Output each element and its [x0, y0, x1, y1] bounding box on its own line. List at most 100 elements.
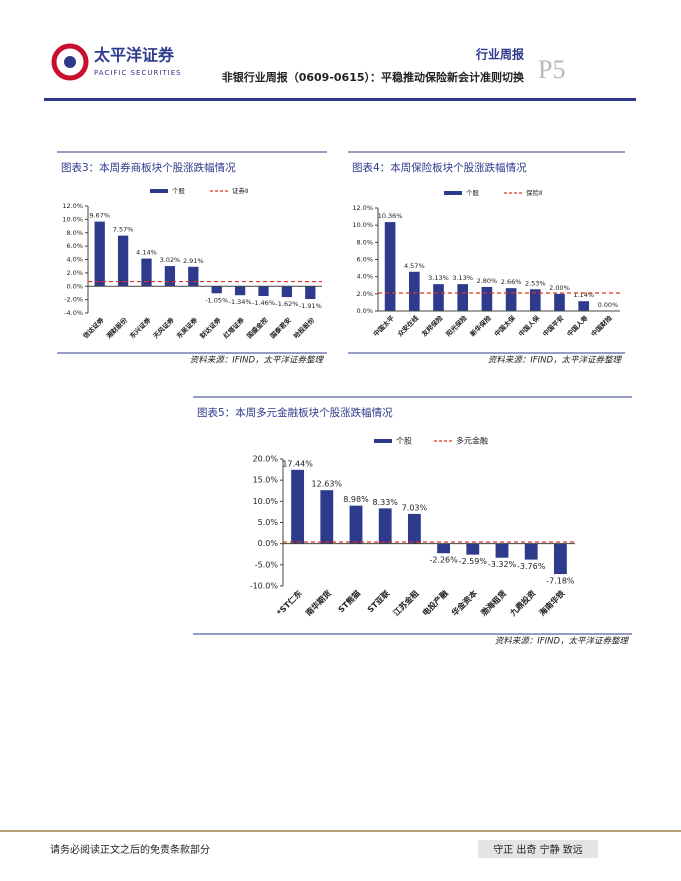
x-tick-label: 天风证券: [151, 315, 176, 340]
value-label: 9.67%: [89, 212, 110, 220]
x-tick-label: 众安在线: [395, 313, 420, 338]
legend-label: 证券Ⅱ: [232, 186, 248, 195]
logo-ring: [51, 43, 89, 81]
bar: [457, 284, 469, 311]
logo: [51, 43, 89, 81]
bar: [281, 286, 293, 298]
legend-label: 个股: [466, 189, 480, 197]
bar: [164, 266, 176, 287]
bar: [141, 258, 152, 287]
x-tick-label: 财达证券: [198, 315, 223, 340]
x-tick-label: 国泰君安: [268, 315, 293, 340]
figure-title: 图表4：本周保险板块个股涨跌幅情况: [352, 161, 527, 174]
y-tick-label: 8.0%: [66, 229, 83, 237]
x-tick-label: ST熊猫: [336, 588, 362, 614]
x-tick-label: ST亚联: [365, 588, 391, 614]
value-label: 2.53%: [525, 279, 546, 287]
x-tick-label: 九鼎投资: [507, 588, 537, 618]
value-label: 2.66%: [501, 278, 522, 286]
x-tick-label: 红塔证券: [221, 315, 246, 340]
x-tick-label: 信达证券: [81, 315, 106, 340]
x-tick-label: 海南华铁: [537, 588, 567, 618]
x-tick-label: 友邦保险: [420, 313, 445, 338]
x-tick-label: 中国太保: [492, 313, 517, 338]
value-label: 4.57%: [404, 262, 425, 270]
y-tick-label: -4.0%: [64, 309, 83, 317]
value-label: -7.18%: [546, 577, 575, 586]
y-tick-label: -10.0%: [250, 582, 279, 591]
value-label: -1.46%: [252, 299, 275, 307]
bar: [291, 469, 305, 544]
x-tick-label: 中国平安: [541, 313, 566, 338]
y-tick-label: 20.0%: [253, 455, 279, 464]
y-tick-label: 4.0%: [66, 256, 83, 264]
bar: [481, 286, 493, 311]
y-tick-label: 0.0%: [258, 539, 279, 548]
x-tick-label: 渤海租赁: [478, 588, 508, 618]
value-label: -1.05%: [205, 296, 228, 304]
value-label: -1.34%: [229, 298, 252, 306]
y-tick-label: 4.0%: [356, 273, 373, 281]
x-tick-label: 江苏金租: [391, 588, 421, 618]
page-number: P5: [538, 55, 565, 84]
source-note: 资料来源：IFIND，太平洋证券整理: [190, 355, 325, 366]
bar: [466, 543, 480, 555]
value-label: 2.80%: [477, 277, 498, 285]
value-label: 12.63%: [312, 480, 343, 489]
x-tick-label: 中国人寿: [565, 313, 590, 338]
value-label: 0.00%: [598, 301, 619, 309]
value-label: 2.00%: [549, 284, 570, 292]
x-tick-label: 东兴证券: [128, 315, 153, 340]
y-tick-label: 5.0%: [258, 518, 279, 527]
x-tick-label: 国盛金控: [245, 315, 270, 340]
x-tick-label: 南华期货: [303, 588, 333, 618]
legend-label: 保险Ⅱ: [526, 188, 542, 197]
brand: 太平洋证券: [93, 46, 175, 65]
legend-swatch: [444, 191, 462, 195]
y-tick-label: 12.0%: [62, 202, 83, 210]
figure-title: 图表5：本周多元金融板块个股涨跌幅情况: [197, 406, 393, 419]
legend-label: 个股: [172, 187, 186, 195]
bar: [408, 271, 420, 311]
value-label: 1.14%: [573, 291, 594, 299]
value-label: 3.13%: [452, 274, 473, 282]
value-label: -1.62%: [275, 300, 298, 308]
y-tick-label: 10.0%: [253, 497, 279, 506]
disclaimer: 请务必阅读正文之后的免责条款部分: [50, 843, 210, 856]
value-label: 2.91%: [183, 257, 204, 265]
report-type: 行业周报: [475, 47, 524, 62]
value-label: 3.02%: [160, 256, 181, 264]
value-label: 7.03%: [402, 503, 428, 512]
bar: [349, 505, 363, 544]
x-tick-label: 华金资本: [449, 588, 479, 618]
value-label: 10.36%: [378, 212, 403, 220]
logo-core: [64, 56, 76, 68]
value-label: 3.13%: [428, 274, 449, 282]
x-tick-label: *ST仁东: [275, 588, 304, 617]
y-tick-label: 6.0%: [66, 242, 83, 250]
value-label: -3.32%: [488, 560, 517, 569]
bar: [320, 490, 334, 544]
y-tick-label: 0.0%: [356, 307, 373, 315]
bar: [188, 266, 199, 287]
value-label: 7.57%: [113, 226, 134, 234]
x-tick-label: 中国财险: [589, 313, 614, 338]
bar: [211, 286, 222, 294]
motto-bg: [478, 840, 598, 858]
bar: [407, 513, 421, 544]
bar: [554, 293, 565, 311]
bar: [437, 543, 451, 554]
bar: [94, 221, 105, 287]
x-tick-label: 中国人保: [516, 313, 541, 338]
legend-swatch: [150, 189, 168, 193]
bar: [384, 222, 396, 311]
y-tick-label: 2.0%: [66, 269, 83, 277]
y-tick-label: 0.0%: [66, 282, 83, 290]
bar: [378, 508, 392, 544]
bar: [578, 301, 590, 311]
value-label: -2.59%: [459, 557, 488, 566]
bar: [117, 235, 129, 287]
footer-rule: [0, 830, 681, 832]
bar: [433, 284, 444, 311]
